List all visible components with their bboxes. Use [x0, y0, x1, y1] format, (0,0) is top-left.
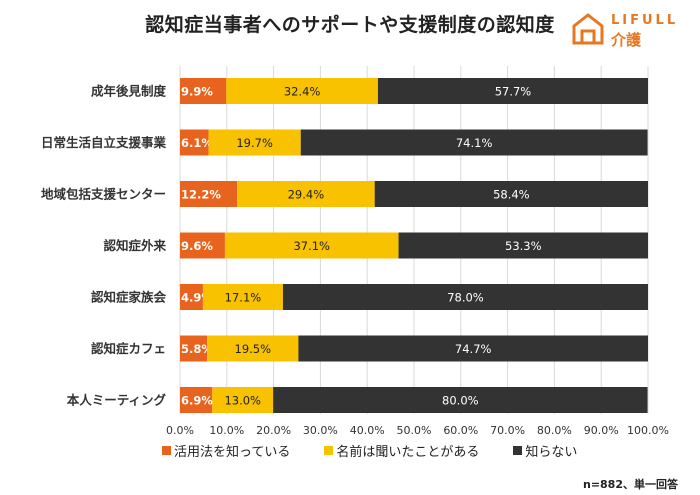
category-label: 本人ミーティング [67, 393, 167, 408]
category-label: 認知症家族会 [91, 290, 167, 305]
bar-segment [180, 78, 227, 104]
logo-text-lifull: LIFULL [611, 13, 679, 28]
legend-swatch [162, 446, 171, 455]
bar-segment [202, 284, 283, 310]
chart-legend: 活用法を知っている 名前は聞いたことがある 知らない [162, 441, 642, 460]
bar-segment [212, 387, 274, 413]
bar-segment [208, 129, 301, 156]
bar-segment [282, 284, 648, 310]
legend-item: 活用法を知っている [162, 441, 290, 460]
data-label: 6.1% [181, 136, 213, 150]
data-label: 9.6% [181, 239, 213, 253]
x-tick-label: 80.0% [537, 424, 572, 437]
data-label: 13.0% [224, 394, 261, 408]
x-tick-label: 70.0% [490, 424, 525, 437]
chart-title: 認知症当事者へのサポートや支援制度の認知度 [145, 14, 555, 36]
x-tick-label: 10.0% [209, 424, 244, 437]
bar-segment [298, 335, 648, 362]
category-label: 認知症外来 [103, 238, 166, 253]
legend-label: 名前は聞いたことがある [336, 445, 480, 460]
x-tick-label: 20.0% [256, 424, 291, 437]
data-label: 57.7% [495, 85, 532, 99]
data-label: 80.0% [442, 394, 479, 408]
bar-segment [180, 232, 225, 259]
x-tick-label: 0.0% [166, 424, 194, 437]
data-label: 74.1% [456, 136, 493, 150]
bar-segment [398, 232, 648, 259]
bar-segment [180, 181, 238, 207]
data-label: 74.7% [455, 342, 492, 356]
data-label: 78.0% [447, 291, 484, 305]
legend-label: 知らない [525, 445, 578, 460]
data-label: 37.1% [293, 239, 330, 253]
data-label: 6.9% [181, 394, 213, 408]
data-label: 5.8% [181, 342, 213, 356]
bar-segment [180, 284, 203, 310]
bar-segment [300, 129, 648, 156]
x-tick-label: 100.0% [627, 424, 669, 437]
legend-item: 知らない [513, 441, 577, 460]
bar-segment [237, 181, 375, 207]
data-label: 19.5% [235, 342, 272, 356]
data-label: 9.9% [181, 85, 213, 99]
sample-note: n=882、単一回答 [582, 478, 678, 491]
data-label: 58.4% [493, 188, 530, 202]
category-label: 地域包括支援センター [41, 187, 166, 202]
legend-swatch [324, 446, 334, 455]
x-tick-label: 60.0% [443, 424, 478, 437]
bar-segment [180, 335, 208, 362]
bar-segment [207, 335, 299, 362]
bar-segment [226, 78, 378, 104]
x-tick-label: 90.0% [584, 424, 619, 437]
logo-text-kaigo: 介護 [611, 31, 642, 49]
data-label: 19.7% [236, 136, 273, 150]
data-label: 29.4% [288, 188, 325, 202]
legend-label: 活用法を知っている [174, 445, 291, 460]
category-label: 成年後見制度 [91, 84, 167, 99]
data-label: 17.1% [225, 291, 262, 305]
bar-segment [273, 387, 648, 413]
bar-segment [224, 232, 399, 259]
data-label: 53.3% [505, 239, 542, 253]
legend-item: 名前は聞いたことがある [324, 441, 479, 460]
bar-segment [374, 181, 648, 207]
category-label: 認知症カフェ [91, 341, 166, 356]
data-label: 12.2% [181, 188, 221, 202]
lifull-logo: LIFULL 介護 [570, 12, 680, 49]
legend-swatch [513, 446, 523, 455]
bar-segment [180, 387, 213, 413]
x-tick-label: 50.0% [397, 424, 432, 437]
data-label: 32.4% [284, 85, 321, 99]
x-tick-label: 40.0% [350, 424, 385, 437]
house-logo-icon [572, 13, 604, 45]
bar-segment [180, 129, 209, 156]
category-label: 日常生活自立支援事業 [41, 135, 167, 150]
bar-segment [377, 78, 648, 104]
x-tick-label: 30.0% [303, 424, 338, 437]
